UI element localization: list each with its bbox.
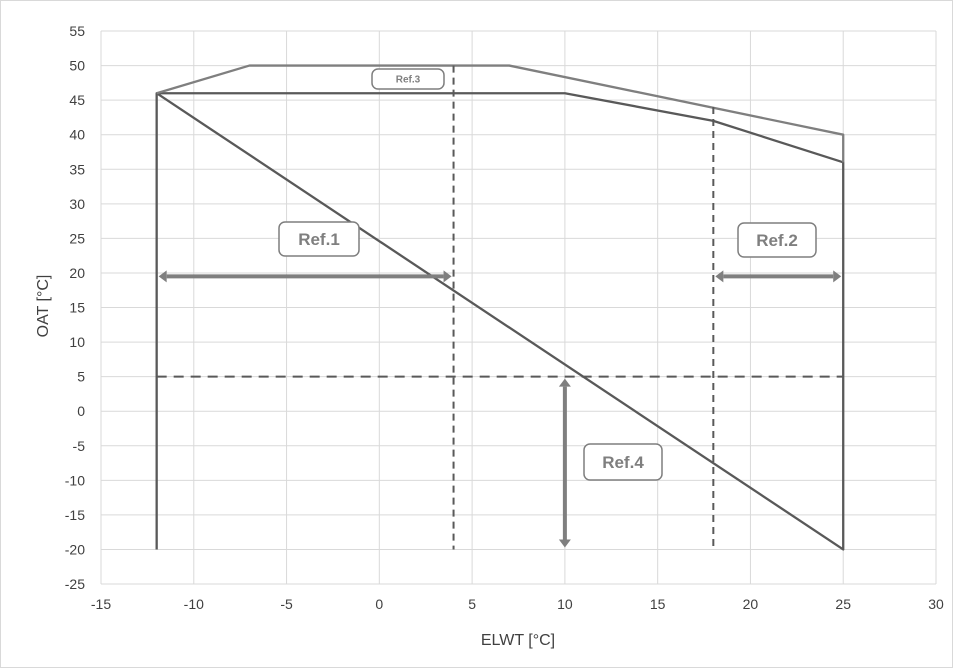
- arrow-head: [558, 378, 571, 387]
- x-axis-title: ELWT [°C]: [481, 632, 555, 649]
- x-tick-label: -10: [184, 596, 204, 612]
- y-tick-label: 50: [69, 58, 85, 74]
- data-series: [155, 64, 845, 551]
- y-tick-label: 20: [69, 265, 85, 281]
- y-tick-label: 30: [69, 196, 85, 212]
- ref-label-box: [737, 222, 817, 258]
- y-tick-label: 55: [69, 23, 85, 39]
- y-tick-label: 0: [77, 403, 85, 419]
- y-tick-label: -5: [73, 438, 86, 454]
- y-tick-label: 10: [69, 334, 85, 350]
- x-tick-label: 30: [928, 596, 944, 612]
- ref-label-text: Ref.2: [756, 231, 798, 250]
- y-tick-label: 35: [69, 161, 85, 177]
- ref-label-box: [371, 68, 445, 90]
- x-tick-label: -5: [280, 596, 293, 612]
- x-tick-label: 20: [743, 596, 759, 612]
- ref-label-box: [278, 221, 360, 257]
- y-tick-label: 40: [69, 127, 85, 143]
- y-tick-label: -10: [65, 472, 85, 488]
- ref-label-text: Ref.1: [298, 230, 340, 249]
- arrow-head: [833, 270, 842, 283]
- x-tick-label: 5: [468, 596, 476, 612]
- series-line: [156, 64, 845, 163]
- y-axis-title: OAT [°C]: [35, 275, 52, 338]
- x-tick-label: 0: [375, 596, 383, 612]
- x-tick-label: -15: [91, 596, 111, 612]
- y-tick-label: -25: [65, 576, 85, 592]
- x-tick-label: 25: [835, 596, 851, 612]
- ref-label-box: [583, 443, 663, 481]
- y-tick-label: -20: [65, 541, 85, 557]
- ref-label-text: Ref.4: [602, 453, 644, 472]
- reference-arrows: [158, 270, 842, 548]
- y-tick-label: -15: [65, 507, 85, 523]
- x-tick-label: 15: [650, 596, 666, 612]
- y-tick-label: 15: [69, 300, 85, 316]
- arrow-head: [158, 270, 167, 283]
- y-tick-label: 25: [69, 230, 85, 246]
- y-tick-label: 45: [69, 92, 85, 108]
- ref-label-text: Ref.3: [396, 75, 421, 86]
- arrow-head: [443, 270, 452, 283]
- arrow-head: [558, 539, 571, 548]
- arrow-head: [715, 270, 724, 283]
- x-tick-label: 10: [557, 596, 573, 612]
- reference-labels: Ref.1 Ref.2 Ref.3 Ref.4: [278, 68, 817, 481]
- y-tick-label: 5: [77, 369, 85, 385]
- tick-labels: 5550454035302520151050-5-10-15-20-25-15-…: [65, 23, 944, 612]
